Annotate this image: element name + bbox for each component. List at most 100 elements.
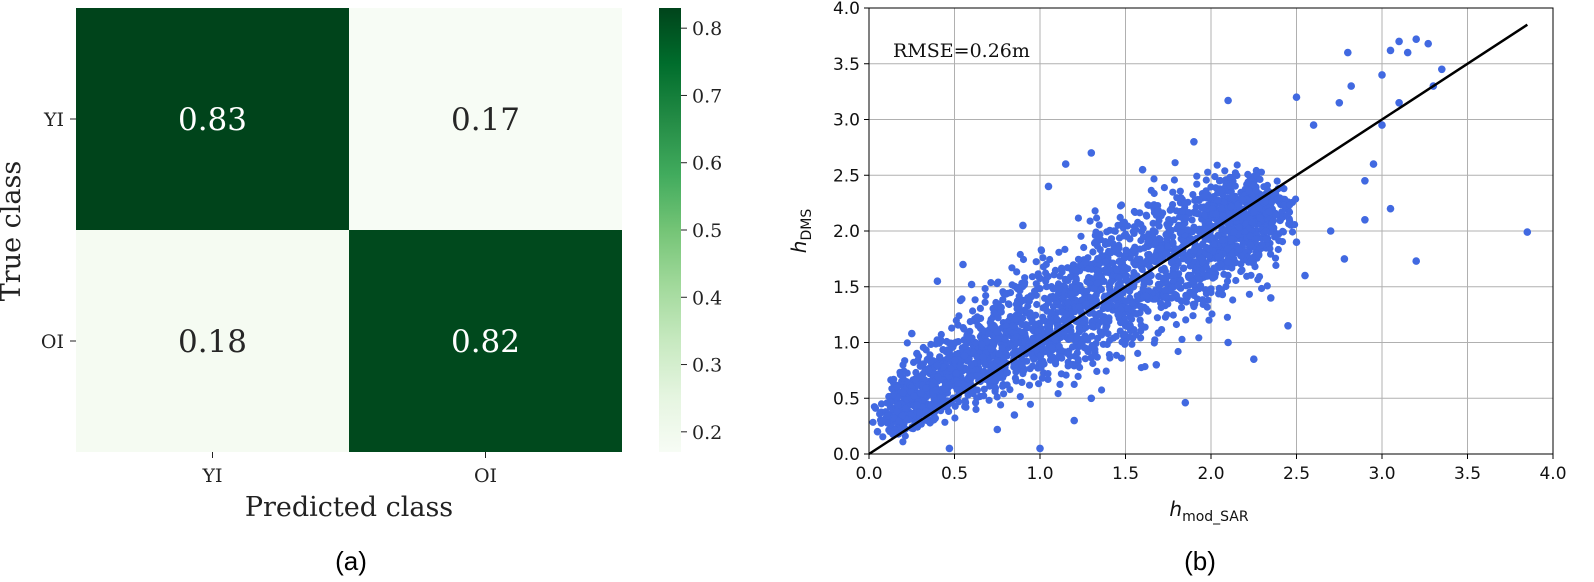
scatter-point	[1067, 334, 1075, 342]
scatter-point	[987, 345, 995, 353]
scatter-point	[895, 417, 903, 425]
scatter-point	[1068, 343, 1077, 351]
scatter-point	[932, 340, 940, 348]
scatter-point	[1032, 311, 1040, 319]
scatter-point	[1271, 233, 1279, 241]
scatter-point	[1087, 149, 1096, 157]
scatter-point	[1179, 264, 1187, 273]
scatter-point	[1089, 359, 1097, 368]
scatter-point	[1233, 171, 1241, 180]
y-label-sub: DMS	[799, 209, 815, 241]
scatter-point	[1204, 296, 1212, 304]
scatter-point	[908, 329, 916, 338]
scatter-point	[1137, 302, 1145, 310]
scatter-point	[945, 444, 954, 453]
scatter-point	[1226, 182, 1234, 190]
scatter-point	[1088, 265, 1096, 273]
scatter-point	[1092, 291, 1100, 299]
scatter-point	[1076, 363, 1084, 371]
scatter-point	[1161, 267, 1169, 275]
scatter-point	[1251, 263, 1259, 271]
scatter-point	[1178, 335, 1186, 343]
scatter-point	[1157, 299, 1165, 307]
scatter-point	[1051, 266, 1059, 274]
scatter-point	[1195, 334, 1203, 342]
scatter-point	[1102, 258, 1110, 266]
scatter-point	[1189, 277, 1197, 286]
scatter-point	[1096, 246, 1104, 254]
scatter-point	[879, 433, 887, 441]
scatter-point	[1156, 235, 1164, 244]
scatter-point	[1008, 281, 1016, 289]
y-tick-label: 4.0	[833, 0, 860, 19]
scatter-point	[1168, 294, 1176, 302]
scatter-point	[1074, 372, 1082, 380]
scatter-point	[1145, 236, 1153, 244]
scatter-point	[893, 407, 901, 416]
scatter-point	[1361, 177, 1369, 185]
scatter-point	[1025, 381, 1034, 389]
scatter-point	[1130, 207, 1138, 216]
scatter-point	[1075, 303, 1083, 311]
scatter-point	[1092, 228, 1100, 236]
scatter-point	[927, 358, 935, 366]
scatter-point	[1152, 361, 1161, 369]
scatter-point	[1032, 346, 1041, 354]
scatter-point	[1227, 235, 1235, 243]
scatter-point	[1150, 175, 1158, 183]
scatter-point	[947, 364, 955, 372]
scatter-point	[1102, 324, 1110, 332]
scatter-point	[947, 339, 955, 347]
scatter-point	[1150, 189, 1158, 198]
scatter-point	[1176, 187, 1184, 195]
scatter-point	[1055, 342, 1063, 350]
colorbar-tick-label: 0.4	[692, 287, 722, 309]
scatter-point	[1253, 235, 1261, 243]
scatter-point	[1103, 228, 1111, 236]
scatter-point	[1116, 213, 1124, 221]
scatter-point	[1018, 321, 1026, 329]
scatter-point	[1190, 138, 1198, 146]
scatter-point	[1210, 240, 1218, 248]
scatter-point	[936, 353, 944, 361]
y-tick-label: 3.0	[833, 111, 860, 131]
scatter-point	[1005, 300, 1013, 309]
scatter-point	[1378, 71, 1386, 79]
scatter-point	[961, 381, 969, 390]
scatter-point	[1340, 255, 1349, 263]
scatter-point	[1233, 161, 1241, 169]
scatter-point	[873, 427, 882, 436]
scatter-point	[1001, 335, 1009, 343]
scatter-point	[1179, 255, 1187, 263]
scatter-point	[1162, 293, 1170, 301]
scatter-point	[1098, 386, 1106, 394]
scatter-point	[993, 393, 1001, 401]
scatter-point	[1057, 370, 1065, 378]
x-label-main: h	[1169, 497, 1182, 521]
scatter-point	[1122, 297, 1130, 305]
scatter-point	[999, 296, 1007, 304]
scatter-point	[1087, 394, 1096, 403]
scatter-point	[1258, 284, 1266, 293]
scatter-point	[997, 308, 1005, 316]
scatter-point	[1074, 255, 1083, 263]
scatter-point	[1107, 249, 1115, 257]
scatter-point	[999, 382, 1007, 390]
scatter-point	[1116, 257, 1124, 265]
scatter-point	[1034, 270, 1042, 278]
scatter-point	[1018, 328, 1026, 336]
scatter-point	[956, 362, 964, 371]
scatter-point	[1175, 221, 1183, 229]
scatter-point	[1182, 298, 1190, 306]
scatter-point	[1074, 214, 1082, 222]
scatter-point	[1292, 195, 1300, 203]
scatter-point	[1248, 218, 1256, 227]
scatter-point	[1121, 330, 1129, 338]
scatter-point	[1274, 245, 1282, 254]
scatter-point	[1132, 310, 1141, 318]
scatter-point	[1239, 196, 1247, 204]
scatter-point	[1292, 238, 1301, 246]
scatter-point	[1263, 282, 1271, 290]
x-tick-label: 3.0	[1368, 464, 1395, 484]
scatter-point	[973, 313, 981, 321]
